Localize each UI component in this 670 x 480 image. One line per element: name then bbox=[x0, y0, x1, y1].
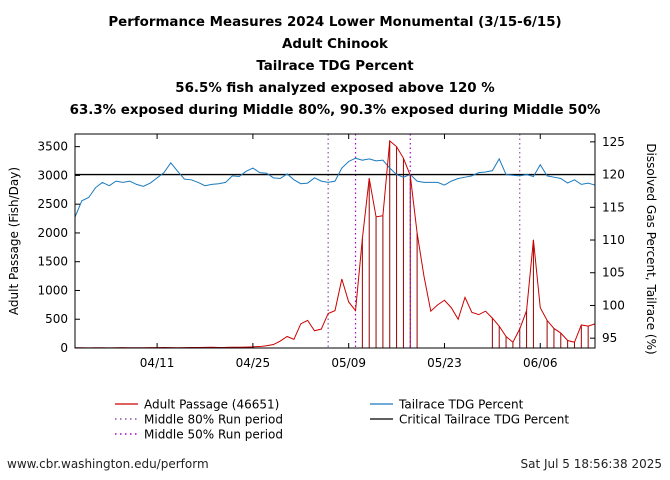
axis-layer: 0 500 1000 1500 2000 2500 3000 3500 95 100 105 110 1… bbox=[7, 133, 658, 370]
legend-label-4: Middle 50% Run period bbox=[144, 428, 283, 442]
y-tick-label-2500: 2500 bbox=[37, 197, 68, 211]
y-tick-label-3000: 3000 bbox=[37, 168, 68, 182]
passage-series-line bbox=[74, 139, 596, 349]
chart-title-1: Performance Measures 2024 Lower Monument… bbox=[108, 15, 562, 30]
plot-frame bbox=[74, 133, 596, 349]
footer-timestamp: Sat Jul 5 18:56:38 2025 bbox=[520, 457, 662, 471]
x-tick-label-04/11: 04/11 bbox=[140, 356, 175, 370]
y-tick-label-1000: 1000 bbox=[37, 283, 68, 297]
x-tick-label-05/09: 05/09 bbox=[331, 356, 366, 370]
y-tick-label-0: 0 bbox=[60, 341, 68, 355]
x-tick-label-04/25: 04/25 bbox=[236, 356, 271, 370]
legend-label-2: Middle 80% Run period bbox=[144, 413, 283, 427]
plot-layer bbox=[74, 134, 596, 349]
y2-tick-label-105: 105 bbox=[602, 266, 625, 280]
legend-label-3: Critical Tailrace TDG Percent bbox=[399, 413, 569, 427]
y2-axis-label: Dissolved Gas Percent, Tailrace (%) bbox=[644, 143, 658, 354]
y-tick-label-500: 500 bbox=[45, 312, 68, 326]
y-tick-label-1500: 1500 bbox=[37, 255, 68, 269]
y-tick-label-2000: 2000 bbox=[37, 226, 68, 240]
legend: Adult Passage (46651) Tailrace TDG Percen… bbox=[115, 398, 569, 442]
y-axis-label: Adult Passage (Fish/Day) bbox=[7, 167, 21, 315]
chart-title-4: 56.5% fish analyzed exposed above 120 % bbox=[175, 81, 495, 96]
chart-title-2: Adult Chinook bbox=[282, 37, 388, 52]
legend-label-1: Tailrace TDG Percent bbox=[398, 398, 524, 412]
chart-title-3: Tailrace TDG Percent bbox=[256, 59, 414, 74]
x-tick-label-05/23: 05/23 bbox=[427, 356, 462, 370]
tdg-series-line bbox=[74, 157, 596, 218]
y2-tick-label-110: 110 bbox=[602, 233, 625, 247]
chart-title-5: 63.3% exposed during Middle 80%, 90.3% e… bbox=[69, 103, 601, 118]
y-tick-label-3500: 3500 bbox=[37, 140, 68, 154]
y2-tick-label-115: 115 bbox=[602, 200, 625, 214]
y2-tick-label-125: 125 bbox=[602, 135, 625, 149]
y2-tick-label-95: 95 bbox=[602, 331, 617, 345]
x-tick-label-06/06: 06/06 bbox=[523, 356, 558, 370]
footer-url[interactable]: www.cbr.washington.edu/perform bbox=[7, 457, 209, 471]
y2-tick-label-100: 100 bbox=[602, 298, 625, 312]
chart-titles: Performance Measures 2024 Lower Monument… bbox=[0, 12, 670, 122]
y2-tick-label-120: 120 bbox=[602, 168, 625, 182]
legend-label-0: Adult Passage (46651) bbox=[144, 398, 279, 412]
